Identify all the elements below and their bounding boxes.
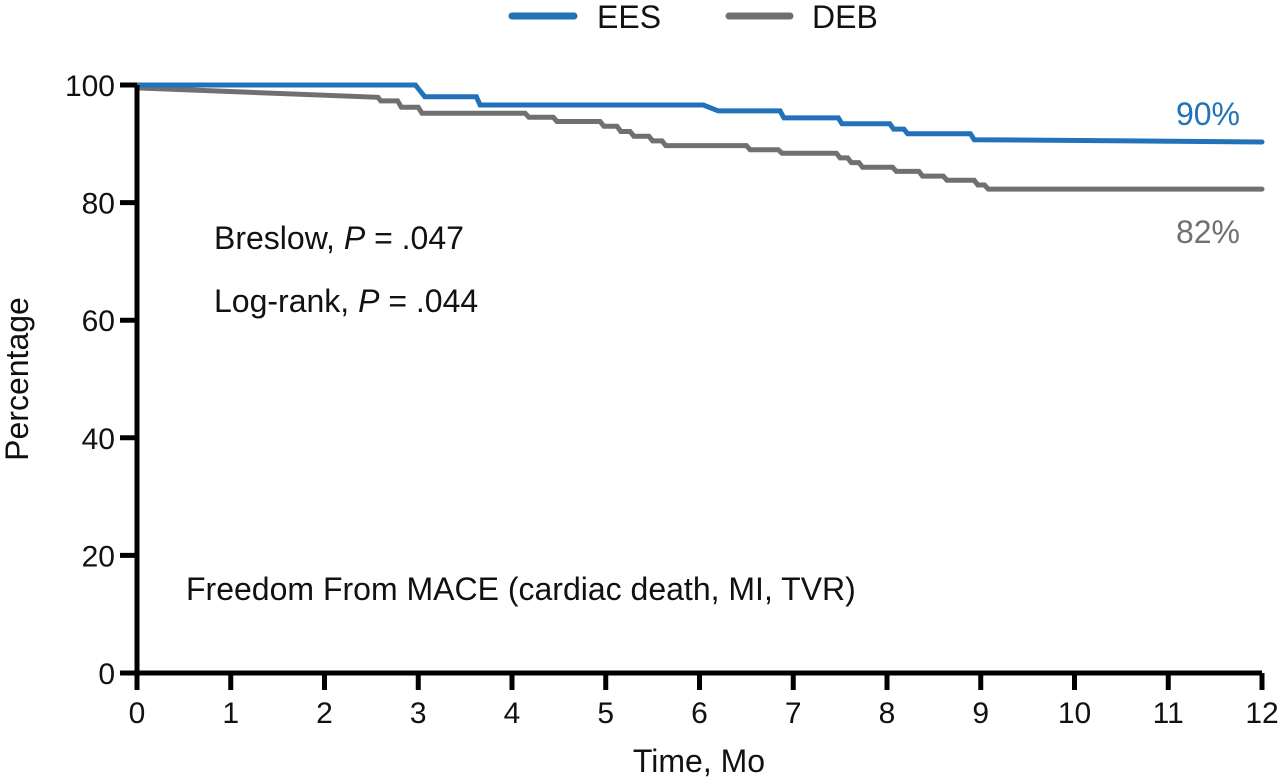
y-tick-label: 0 xyxy=(98,658,115,691)
x-tick-label: 9 xyxy=(972,697,989,730)
y-tick-label: 100 xyxy=(65,70,115,103)
x-tick-label: 7 xyxy=(785,697,802,730)
logrank-value: = .044 xyxy=(379,283,478,319)
legend: EES DEB xyxy=(508,0,878,35)
end-label-ees: 90% xyxy=(1176,96,1240,132)
axes xyxy=(120,85,1262,690)
x-tick-label: 10 xyxy=(1058,697,1091,730)
breslow-p: P xyxy=(344,220,366,256)
y-axis-title: Percentage xyxy=(0,297,35,461)
x-axis-title: Time, Mo xyxy=(633,743,765,779)
legend-label-deb: DEB xyxy=(812,0,878,35)
x-tick-label: 12 xyxy=(1245,697,1278,730)
x-tick-label: 2 xyxy=(316,697,333,730)
x-ticks: 0 1 2 3 4 5 6 7 8 9 10 11 12 xyxy=(129,673,1279,730)
breslow-prefix: Breslow, xyxy=(214,220,344,256)
legend-label-ees: EES xyxy=(597,0,661,35)
series-line-ees xyxy=(134,82,1265,145)
x-tick-label: 3 xyxy=(410,697,427,730)
x-tick-label: 4 xyxy=(504,697,521,730)
series-layer xyxy=(134,82,1265,192)
logrank-p: P xyxy=(358,283,380,319)
x-tick-label: 11 xyxy=(1153,697,1184,730)
y-tick-label: 40 xyxy=(82,423,115,456)
breslow-value: = .047 xyxy=(365,220,464,256)
endpoint-annotation: Freedom From MACE (cardiac death, MI, TV… xyxy=(186,571,856,607)
logrank-annotation: Log-rank, P = .044 xyxy=(214,283,478,319)
x-tick-label: 0 xyxy=(129,697,146,730)
y-tick-label: 80 xyxy=(82,188,115,221)
series-line-deb xyxy=(134,85,1265,192)
end-label-deb: 82% xyxy=(1176,214,1240,250)
logrank-prefix: Log-rank, xyxy=(214,283,358,319)
breslow-annotation: Breslow, P = .047 xyxy=(214,220,464,256)
x-tick-label: 1 xyxy=(222,697,239,730)
y-tick-label: 20 xyxy=(82,540,115,573)
y-tick-label: 60 xyxy=(82,305,115,338)
x-tick-label: 5 xyxy=(597,697,614,730)
y-ticks: 0 20 40 60 80 100 xyxy=(65,70,137,691)
x-tick-label: 8 xyxy=(879,697,896,730)
x-tick-label: 6 xyxy=(691,697,708,730)
